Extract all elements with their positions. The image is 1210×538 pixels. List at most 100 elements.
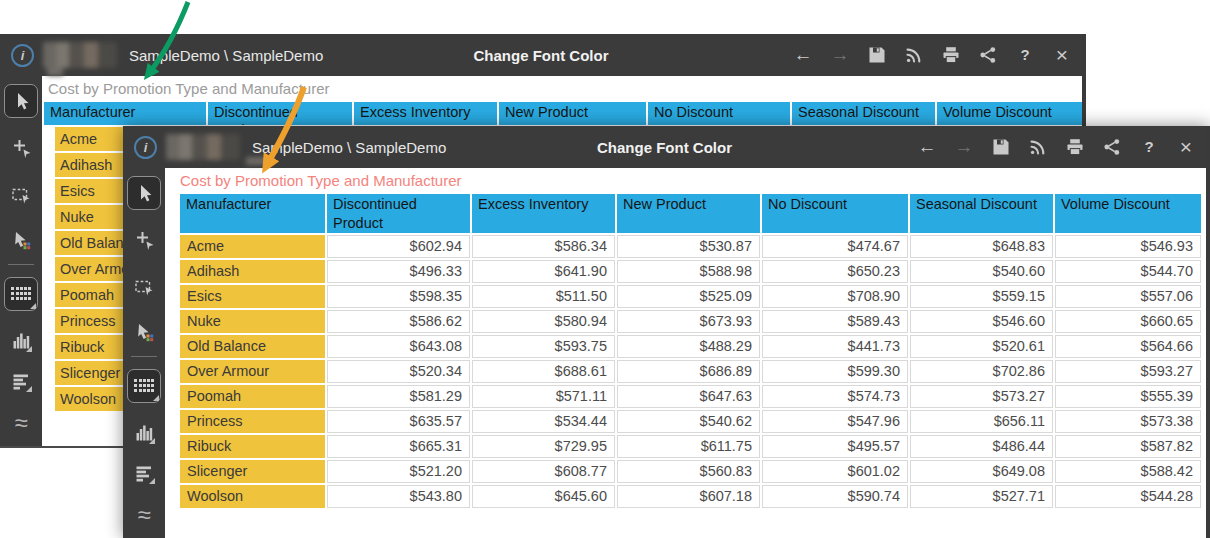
- table-cell[interactable]: $527.71: [910, 485, 1053, 508]
- table-cell[interactable]: $607.18: [617, 485, 760, 508]
- table-cell[interactable]: $649.08: [910, 460, 1053, 483]
- column-header[interactable]: Manufacturer: [180, 194, 325, 233]
- table-cell[interactable]: $611.75: [617, 435, 760, 458]
- column-header[interactable]: Excess Inventory: [354, 102, 497, 125]
- table-cell[interactable]: $656.11: [910, 410, 1053, 433]
- close-icon[interactable]: ×: [1176, 137, 1196, 157]
- forward-icon[interactable]: →: [830, 45, 850, 65]
- column-header[interactable]: DiscontinuedProduct: [208, 102, 352, 125]
- row-header-cell[interactable]: Adihash: [180, 260, 325, 283]
- row-header-cell[interactable]: Nuke: [55, 205, 124, 229]
- row-header-cell[interactable]: Poomah: [180, 385, 325, 408]
- row-header-cell[interactable]: Adihash: [55, 153, 124, 177]
- table-cell[interactable]: $581.29: [327, 385, 470, 408]
- row-header-cell[interactable]: Old Balance: [180, 335, 325, 358]
- info-icon[interactable]: i: [11, 44, 34, 67]
- column-header[interactable]: Seasonal Discount: [792, 102, 935, 125]
- column-header[interactable]: No Discount: [762, 194, 908, 233]
- table-cell[interactable]: $530.87: [617, 235, 760, 258]
- table-cell[interactable]: $573.38: [1055, 410, 1201, 433]
- column-header[interactable]: New Product: [617, 194, 760, 233]
- table-view-button[interactable]: [127, 369, 161, 403]
- save-icon[interactable]: [991, 137, 1011, 157]
- table-cell[interactable]: $686.89: [617, 360, 760, 383]
- print-icon[interactable]: [941, 45, 961, 65]
- row-header-cell[interactable]: Woolson: [55, 387, 124, 411]
- table-cell[interactable]: $608.77: [472, 460, 615, 483]
- column-header[interactable]: Manufacturer: [44, 102, 206, 125]
- forward-icon[interactable]: →: [954, 137, 974, 157]
- table-cell[interactable]: $520.61: [910, 335, 1053, 358]
- row-header-cell[interactable]: Ribuck: [55, 335, 124, 359]
- column-header[interactable]: No Discount: [648, 102, 790, 125]
- table-cell[interactable]: $599.30: [762, 360, 908, 383]
- table-cell[interactable]: $474.67: [762, 235, 908, 258]
- row-header-cell[interactable]: Old Balance: [55, 231, 124, 255]
- row-header-cell[interactable]: Princess: [55, 309, 124, 333]
- help-icon[interactable]: ?: [1139, 137, 1159, 157]
- row-header-cell[interactable]: Nuke: [180, 310, 325, 333]
- row-header-cell[interactable]: Acme: [180, 235, 325, 258]
- back-icon[interactable]: ←: [917, 137, 937, 157]
- table-cell[interactable]: $586.34: [472, 235, 615, 258]
- table-cell[interactable]: $555.39: [1055, 385, 1201, 408]
- chart-view-button[interactable]: [9, 329, 33, 353]
- table-cell[interactable]: $601.02: [762, 460, 908, 483]
- format-pointer-tool[interactable]: [132, 320, 156, 344]
- table-cell[interactable]: $589.43: [762, 310, 908, 333]
- table-cell[interactable]: $547.96: [762, 410, 908, 433]
- help-icon[interactable]: ?: [1015, 45, 1035, 65]
- table-cell[interactable]: $544.28: [1055, 485, 1201, 508]
- table-cell[interactable]: $688.61: [472, 360, 615, 383]
- table-cell[interactable]: $708.90: [762, 285, 908, 308]
- table-cell[interactable]: $546.60: [910, 310, 1053, 333]
- table-cell[interactable]: $486.44: [910, 435, 1053, 458]
- table-cell[interactable]: $441.73: [762, 335, 908, 358]
- column-header[interactable]: DiscontinuedProduct: [327, 194, 470, 233]
- feed-icon[interactable]: [1028, 137, 1048, 157]
- table-cell[interactable]: $540.62: [617, 410, 760, 433]
- table-cell[interactable]: $665.31: [327, 435, 470, 458]
- table-cell[interactable]: $647.63: [617, 385, 760, 408]
- column-header[interactable]: Volume Discount: [937, 102, 1082, 125]
- table-cell[interactable]: $564.66: [1055, 335, 1201, 358]
- table-cell[interactable]: $496.33: [327, 260, 470, 283]
- info-icon[interactable]: i: [134, 136, 157, 159]
- chart-view-button[interactable]: [132, 421, 156, 445]
- save-icon[interactable]: [867, 45, 887, 65]
- table-cell[interactable]: $525.09: [617, 285, 760, 308]
- table-cell[interactable]: $580.94: [472, 310, 615, 333]
- freehand-tool[interactable]: ≈: [9, 411, 33, 435]
- table-cell[interactable]: $588.98: [617, 260, 760, 283]
- text-view-button[interactable]: [132, 461, 156, 485]
- table-cell[interactable]: $645.60: [472, 485, 615, 508]
- table-view-button[interactable]: [4, 277, 38, 311]
- column-header[interactable]: Seasonal Discount: [910, 194, 1053, 233]
- row-header-cell[interactable]: Esics: [180, 285, 325, 308]
- table-cell[interactable]: $574.73: [762, 385, 908, 408]
- table-cell[interactable]: $511.50: [472, 285, 615, 308]
- select-tool-button[interactable]: [4, 84, 38, 118]
- table-cell[interactable]: $590.74: [762, 485, 908, 508]
- column-header[interactable]: New Product: [499, 102, 646, 125]
- row-header-cell[interactable]: Over Armour: [55, 257, 124, 281]
- add-pointer-tool[interactable]: [132, 228, 156, 252]
- marquee-select-tool[interactable]: [132, 276, 156, 300]
- row-header-cell[interactable]: Ribuck: [180, 435, 325, 458]
- table-cell[interactable]: $593.75: [472, 335, 615, 358]
- row-header-cell[interactable]: Slicenger: [55, 361, 124, 385]
- table-cell[interactable]: $559.15: [910, 285, 1053, 308]
- table-cell[interactable]: $488.29: [617, 335, 760, 358]
- row-header-cell[interactable]: Princess: [180, 410, 325, 433]
- marquee-select-tool[interactable]: [9, 184, 33, 208]
- table-cell[interactable]: $588.42: [1055, 460, 1201, 483]
- table-cell[interactable]: $587.82: [1055, 435, 1201, 458]
- share-icon[interactable]: [1102, 137, 1122, 157]
- table-cell[interactable]: $557.06: [1055, 285, 1201, 308]
- column-header[interactable]: Volume Discount: [1055, 194, 1201, 233]
- table-cell[interactable]: $560.83: [617, 460, 760, 483]
- row-header-cell[interactable]: Woolson: [180, 485, 325, 508]
- format-pointer-tool[interactable]: [9, 228, 33, 252]
- table-cell[interactable]: $521.20: [327, 460, 470, 483]
- feed-icon[interactable]: [904, 45, 924, 65]
